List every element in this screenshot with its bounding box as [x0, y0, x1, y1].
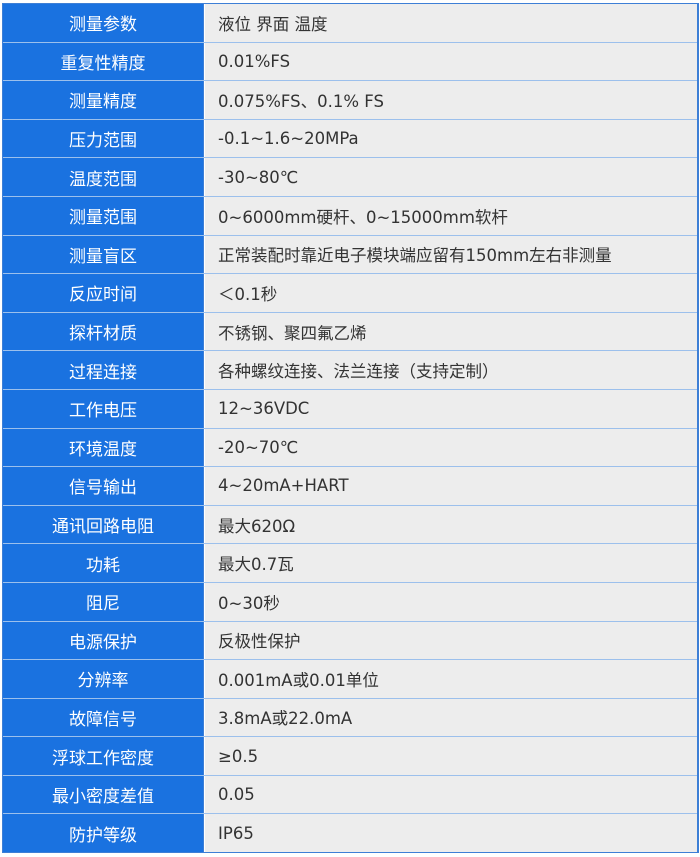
table-row: 压力范围 -0.1~1.6~20MPa [3, 119, 697, 159]
param-name: 浮球工作密度 [3, 737, 204, 775]
spec-table: 测量参数 液位 界面 温度 重复性精度 0.01%FS 测量精度 0.075%FS、0.1… [2, 3, 699, 854]
param-value: -0.1~1.6~20MPa [204, 119, 697, 158]
param-name: 信号输出 [3, 467, 204, 505]
table-row: 浮球工作密度 ≥0.5 [3, 737, 697, 776]
param-value: 0.05 [204, 775, 697, 814]
param-value: 12~36VDC [204, 389, 697, 428]
param-name: 电源保护 [3, 621, 204, 660]
param-value: 4~20mA+HART [204, 467, 697, 505]
param-name: 测量盲区 [3, 235, 204, 274]
param-value: ＜0.1秒 [204, 274, 697, 312]
table-row: 重复性精度 0.01%FS [3, 42, 697, 82]
param-value: IP65 [204, 814, 697, 853]
param-name: 测量范围 [3, 196, 204, 235]
param-name: 测量参数 [3, 4, 204, 42]
table-row: 防护等级 IP65 [3, 814, 697, 853]
table-row: 环境温度 -20~70℃ [3, 428, 697, 468]
param-value: 液位 界面 温度 [204, 4, 697, 42]
param-value: 反极性保护 [204, 621, 697, 660]
table-row: 探杆材质 不锈钢、聚四氟乙烯 [3, 312, 697, 352]
param-value: 正常装配时靠近电子模块端应留有150mm左右非测量 [204, 235, 697, 274]
param-value: -30~80℃ [204, 158, 697, 196]
table-row: 通讯回路电阻 最大620Ω [3, 505, 697, 545]
table-row: 功耗 最大0.7瓦 [3, 544, 697, 583]
param-name: 最小密度差值 [3, 775, 204, 814]
param-value: 最大0.7瓦 [204, 544, 697, 582]
table-row: 测量盲区 正常装配时靠近电子模块端应留有150mm左右非测量 [3, 235, 697, 275]
param-value: 0~30秒 [204, 582, 697, 621]
table-row: 阻尼 0~30秒 [3, 582, 697, 622]
param-value: 最大620Ω [204, 505, 697, 544]
param-name: 工作电压 [3, 389, 204, 428]
param-name: 功耗 [3, 544, 204, 582]
param-value: ≥0.5 [204, 737, 697, 775]
table-row: 信号输出 4~20mA+HART [3, 467, 697, 506]
param-name: 环境温度 [3, 428, 204, 467]
param-name: 通讯回路电阻 [3, 505, 204, 544]
param-name: 压力范围 [3, 119, 204, 158]
param-value: 不锈钢、聚四氟乙烯 [204, 312, 697, 351]
table-row: 测量参数 液位 界面 温度 [3, 4, 697, 43]
param-value: 3.8mA或22.0mA [204, 698, 697, 737]
param-name: 反应时间 [3, 274, 204, 312]
table-row: 反应时间 ＜0.1秒 [3, 274, 697, 313]
table-row: 最小密度差值 0.05 [3, 775, 697, 815]
table-row: 分辨率 0.001mA或0.01单位 [3, 660, 697, 699]
param-value: 各种螺纹连接、法兰连接（支持定制） [204, 351, 697, 389]
table-row: 过程连接 各种螺纹连接、法兰连接（支持定制） [3, 351, 697, 390]
param-name: 分辨率 [3, 660, 204, 698]
table-row: 故障信号 3.8mA或22.0mA [3, 698, 697, 738]
table-row: 测量范围 0~6000mm硬杆、0~15000mm软杆 [3, 196, 697, 236]
param-value: 0~6000mm硬杆、0~15000mm软杆 [204, 196, 697, 235]
table-row: 工作电压 12~36VDC [3, 389, 697, 429]
table-row: 测量精度 0.075%FS、0.1% FS [3, 81, 697, 120]
param-name: 故障信号 [3, 698, 204, 737]
param-name: 重复性精度 [3, 42, 204, 81]
param-name: 测量精度 [3, 81, 204, 119]
param-value: 0.01%FS [204, 42, 697, 81]
param-name: 探杆材质 [3, 312, 204, 351]
param-value: -20~70℃ [204, 428, 697, 467]
param-name: 阻尼 [3, 582, 204, 621]
param-name: 防护等级 [3, 814, 204, 853]
param-name: 温度范围 [3, 158, 204, 196]
param-value: 0.075%FS、0.1% FS [204, 81, 697, 119]
param-value: 0.001mA或0.01单位 [204, 660, 697, 698]
param-name: 过程连接 [3, 351, 204, 389]
table-row: 温度范围 -30~80℃ [3, 158, 697, 197]
table-row: 电源保护 反极性保护 [3, 621, 697, 661]
